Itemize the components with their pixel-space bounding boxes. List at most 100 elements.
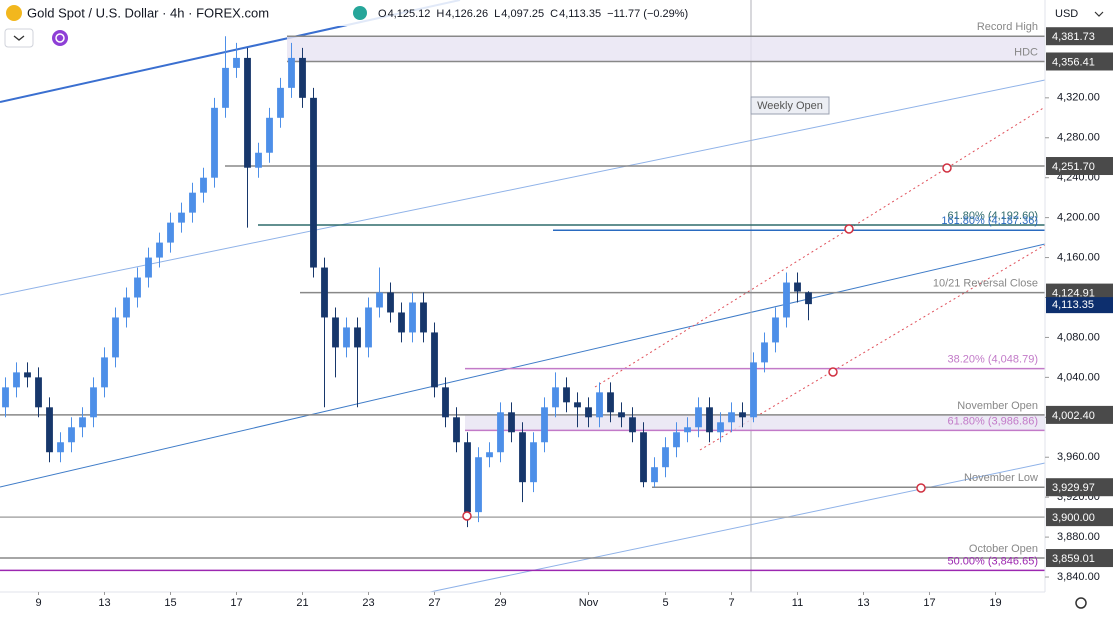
candle-body bbox=[101, 357, 108, 388]
candle-body bbox=[464, 442, 471, 513]
price-badge bbox=[1046, 478, 1113, 497]
channel-line bbox=[594, 106, 1046, 388]
price-badge-label: 3,859.01 bbox=[1052, 553, 1095, 565]
price-badge-label: 4,381.73 bbox=[1052, 31, 1095, 43]
settings-button[interactable] bbox=[1075, 597, 1087, 609]
price-badge bbox=[1046, 283, 1113, 302]
candle-body bbox=[156, 242, 163, 258]
candle-body bbox=[13, 372, 20, 388]
x-tick-label: 19 bbox=[989, 597, 1001, 609]
candle-body bbox=[618, 412, 625, 418]
candle-body bbox=[750, 362, 757, 418]
candle-body bbox=[519, 432, 526, 483]
candle-body bbox=[761, 342, 768, 363]
candle-body bbox=[2, 387, 9, 408]
candle-body bbox=[365, 307, 372, 348]
price-badge-label: 3,900.00 bbox=[1052, 512, 1095, 524]
x-tick-label: 13 bbox=[98, 597, 110, 609]
y-tick-label: 3,960.00 bbox=[1057, 451, 1100, 463]
level-name: November Open bbox=[957, 400, 1038, 412]
candle-body bbox=[387, 292, 394, 313]
candle-body bbox=[310, 97, 317, 268]
time-axis-panel bbox=[0, 592, 1113, 612]
levels: Record High HDC 61.80% (4,192.60)161.80% (… bbox=[0, 21, 1045, 572]
header-bg bbox=[0, 0, 740, 26]
refresh-button[interactable] bbox=[52, 30, 68, 46]
currency-selector[interactable]: USD bbox=[1047, 2, 1111, 24]
pivot-markers bbox=[462, 163, 952, 521]
candle-body bbox=[288, 57, 295, 88]
y-tick-label: 4,320.00 bbox=[1057, 92, 1100, 104]
currency-button[interactable] bbox=[1047, 2, 1111, 24]
candle-body bbox=[563, 387, 570, 403]
price-badge bbox=[1046, 508, 1113, 527]
candle-body bbox=[178, 212, 185, 223]
candle-body bbox=[145, 257, 152, 278]
price-badge bbox=[1046, 157, 1113, 176]
level-name: 61.80% (4,192.60) bbox=[947, 210, 1038, 222]
candle-body bbox=[541, 407, 548, 443]
candle-body bbox=[398, 312, 405, 333]
header: Gold Spot / U.S. Dollar · 4h · FOREX.com… bbox=[0, 0, 740, 48]
x-tick-label: 17 bbox=[923, 597, 935, 609]
candle-body bbox=[332, 317, 339, 348]
candle-body bbox=[574, 402, 581, 408]
candle-body bbox=[134, 277, 141, 298]
candle-body bbox=[343, 327, 350, 348]
price-badge-label: 4,124.91 bbox=[1052, 288, 1095, 300]
candle-body bbox=[717, 422, 724, 433]
candle-body bbox=[68, 427, 75, 443]
pivot-marker bbox=[844, 224, 854, 234]
candle-body bbox=[222, 67, 229, 108]
change-value: −11.77 (−0.29%) bbox=[607, 8, 688, 20]
currency-label: USD bbox=[1055, 8, 1078, 20]
candle-body bbox=[629, 417, 636, 433]
candle-body bbox=[453, 417, 460, 443]
ohlc-key: H bbox=[436, 8, 444, 20]
level-name: 61.80% (3,986.86) bbox=[947, 415, 1038, 427]
level-name: Record High bbox=[977, 21, 1038, 33]
last-price-label: 4,113.35 bbox=[1052, 299, 1094, 311]
candle-body bbox=[772, 317, 779, 343]
candle-body bbox=[695, 407, 702, 428]
x-tick-label: 27 bbox=[428, 597, 440, 609]
candle-body bbox=[530, 442, 537, 483]
refresh-icon bbox=[55, 33, 65, 43]
y-tick-label: 3,880.00 bbox=[1057, 531, 1100, 543]
candle-body bbox=[354, 327, 361, 348]
candle-body bbox=[90, 387, 97, 418]
candle-body bbox=[585, 407, 592, 418]
level-name: 50.00% (3,846.65) bbox=[947, 555, 1038, 567]
candle-body bbox=[167, 222, 174, 243]
ohlc-value: 4,125.12 bbox=[388, 8, 431, 20]
candle-body bbox=[497, 412, 504, 453]
ohlc-value: 4,097.25 bbox=[501, 8, 544, 20]
candle-body bbox=[431, 332, 438, 388]
candle-body bbox=[409, 302, 416, 333]
x-tick-label: 11 bbox=[792, 597, 803, 609]
candle-body bbox=[211, 107, 218, 178]
candle-body bbox=[508, 412, 515, 433]
weekly-open-label: Weekly Open bbox=[757, 100, 823, 112]
price-badge bbox=[1046, 405, 1113, 424]
price-badge-label: 4,002.40 bbox=[1052, 410, 1095, 422]
collapse-button[interactable] bbox=[4, 28, 34, 48]
y-tick-label: 4,040.00 bbox=[1057, 371, 1100, 383]
x-tick-label: 23 bbox=[362, 597, 374, 609]
pivot-marker bbox=[942, 163, 952, 173]
level-name: 38.20% (4,048.79) bbox=[947, 353, 1038, 365]
candle-body bbox=[35, 377, 42, 408]
y-tick-label: 4,080.00 bbox=[1057, 331, 1100, 343]
candle-body bbox=[607, 392, 614, 413]
level-zone bbox=[287, 36, 1045, 62]
level-name: 10/21 Reversal Close bbox=[933, 278, 1038, 290]
pivot-marker bbox=[916, 483, 926, 493]
chart-title: Gold Spot / U.S. Dollar · 4h · FOREX.com bbox=[27, 5, 269, 20]
candle-body bbox=[673, 432, 680, 448]
x-tick-label: 9 bbox=[35, 597, 41, 609]
level-name: HDC bbox=[1014, 46, 1038, 58]
x-tick-label: 17 bbox=[230, 597, 242, 609]
candle-body bbox=[651, 467, 658, 483]
